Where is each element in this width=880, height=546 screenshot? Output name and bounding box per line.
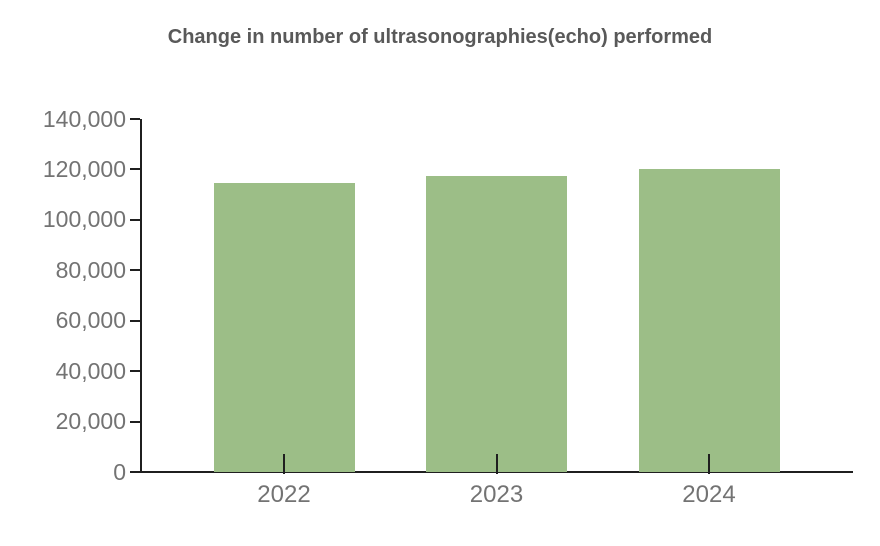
y-axis-label: 140,000 bbox=[42, 105, 126, 132]
y-axis-tick bbox=[130, 218, 140, 221]
bar-2022 bbox=[213, 183, 355, 472]
y-axis-label: 80,000 bbox=[55, 256, 126, 283]
bar-2024 bbox=[638, 169, 780, 472]
y-axis-tick bbox=[130, 471, 140, 473]
y-axis-tick bbox=[130, 118, 140, 120]
y-axis-label: 40,000 bbox=[55, 357, 126, 384]
y-axis-label: 0 bbox=[113, 458, 126, 485]
x-axis-label-2024: 2024 bbox=[682, 481, 736, 508]
x-axis-label-2023: 2023 bbox=[469, 481, 524, 508]
y-axis-tick bbox=[130, 319, 140, 322]
y-axis-tick bbox=[130, 370, 140, 373]
chart-title: Change in number of ultrasonographies(ec… bbox=[167, 26, 713, 48]
y-axis-line bbox=[140, 119, 142, 472]
bar-2023 bbox=[426, 176, 567, 472]
y-axis-tick bbox=[130, 269, 140, 272]
x-axis-label-2022: 2022 bbox=[257, 481, 311, 508]
x-axis-tick bbox=[495, 454, 498, 474]
y-axis-tick bbox=[130, 420, 140, 423]
x-axis-tick bbox=[708, 454, 710, 474]
y-axis-label: 120,000 bbox=[42, 155, 126, 182]
y-axis-label: 20,000 bbox=[55, 408, 126, 435]
y-axis-label: 60,000 bbox=[55, 307, 126, 334]
x-axis-tick bbox=[283, 454, 285, 474]
y-axis-tick bbox=[130, 168, 140, 171]
y-axis-label: 100,000 bbox=[42, 206, 126, 233]
